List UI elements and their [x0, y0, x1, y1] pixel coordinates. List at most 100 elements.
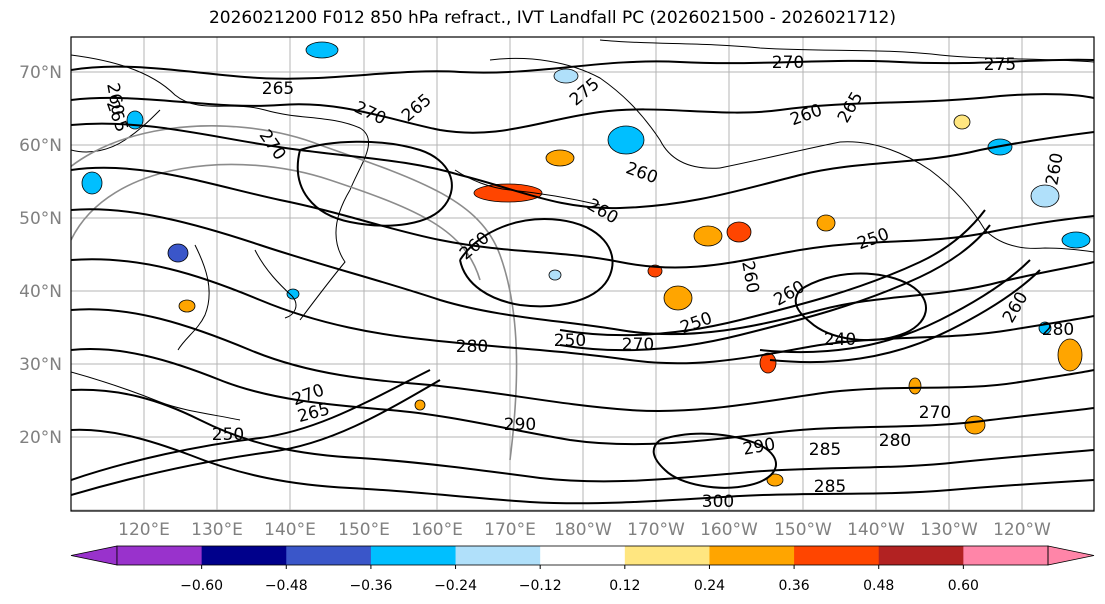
refractivity-blob [548, 269, 562, 281]
colorbar-segment [540, 546, 626, 565]
refractivity-blob [553, 68, 579, 84]
contour-line [296, 140, 453, 227]
refractivity-blob [178, 299, 196, 313]
refractivity-blob [81, 171, 103, 195]
colorbar-frame [116, 545, 1049, 566]
contour-line [71, 348, 1094, 446]
colorbar-tick-label: −0.48 [265, 578, 308, 594]
colorbar-arrow-right [1047, 545, 1095, 566]
contour-line [652, 432, 777, 489]
refractivity-blob [1061, 231, 1091, 249]
lat-label: 70°N [19, 63, 62, 83]
lon-label: 140°E [264, 520, 316, 540]
contour-label: 280 [879, 431, 911, 451]
refractivity-blob [647, 264, 663, 278]
refractivity-blob [545, 149, 575, 167]
lon-label: 170°W [627, 520, 685, 540]
contour-label: 285 [814, 477, 846, 497]
contour-label: 280 [1042, 320, 1074, 340]
refractivity-blob [663, 285, 693, 311]
coastline [177, 244, 210, 351]
lat-label: 60°N [19, 136, 62, 156]
colorbar-tick-label: 0.24 [694, 578, 725, 594]
contour-line [71, 58, 1094, 80]
lon-label: 120°W [993, 520, 1051, 540]
colorbar-tick-label: −0.24 [434, 578, 477, 594]
coastline [984, 229, 1094, 253]
range-ring [71, 125, 518, 461]
colorbar-ticks: −0.60 −0.48 −0.36 −0.24 −0.12 0.12 0.24 0.36 0.4… [180, 565, 979, 594]
contour-label: 300 [702, 492, 734, 512]
refractivity-blob [766, 473, 784, 487]
contour-label: 250 [554, 331, 586, 351]
refractivity-blob [167, 243, 189, 263]
coastline [299, 189, 351, 321]
contour-label: 250 [212, 425, 244, 445]
colorbar-segment [117, 546, 203, 565]
contour-line [71, 308, 1094, 412]
map-title: 2026021200 F012 850 hPa refract., IVT La… [208, 8, 896, 28]
refractivity-blob [816, 214, 836, 232]
refractivity-blob [286, 288, 300, 300]
contour-line [71, 379, 441, 496]
refractivity-shading [81, 41, 1091, 487]
lon-label: 140°W [847, 520, 905, 540]
contour-label: 275 [984, 55, 1016, 75]
colorbar-segment [709, 546, 795, 565]
lon-label: 130°E [191, 520, 243, 540]
colorbar-tick-label: 0.60 [948, 578, 979, 594]
contour-line [759, 259, 1031, 354]
contour-label: 265 [262, 79, 294, 99]
contour-label: 290 [504, 415, 536, 435]
contour-label: 240 [824, 330, 856, 350]
lon-label: 170°E [484, 520, 536, 540]
contour-label: 270 [919, 403, 951, 423]
lon-label: 120°E [118, 520, 170, 540]
contour-line [459, 218, 614, 308]
lon-label: 130°W [920, 520, 978, 540]
refractivity-blob [953, 114, 971, 130]
graticule-grid [71, 37, 1094, 511]
contour-line [71, 428, 1094, 505]
lon-label: 160°W [700, 520, 758, 540]
coastline [254, 249, 297, 319]
contour-line [794, 272, 927, 342]
colorbar-tick-label: 0.12 [609, 578, 640, 594]
colorbar-tick-label: 0.48 [863, 578, 894, 594]
range-ring [71, 163, 481, 281]
contour-label: 280 [456, 337, 488, 357]
contour-line [71, 122, 1094, 210]
lon-label: 150°E [338, 520, 390, 540]
contour-line [71, 388, 1094, 483]
colorbar-tick-label: −0.12 [519, 578, 562, 594]
refractivity-blob [693, 225, 723, 247]
lon-label: 160°E [411, 520, 463, 540]
lat-label: 20°N [19, 428, 62, 448]
coastline [71, 54, 370, 191]
coastline [71, 109, 161, 153]
colorbar-segment [963, 546, 1049, 565]
refractivity-blob [1030, 184, 1060, 208]
colorbar-segment [370, 546, 457, 565]
coastline [599, 39, 1094, 63]
colorbar-segment [201, 546, 287, 565]
refractivity-blob [964, 415, 986, 435]
refractivity-blob [908, 377, 922, 395]
coastline [719, 141, 986, 231]
coastline [489, 57, 721, 169]
refractivity-blob [607, 125, 645, 155]
latitude-axis: 70°N 60°N 50°N 40°N 30°N 20°N [19, 63, 62, 448]
contour-line [71, 258, 1094, 365]
refractivity-blob [759, 352, 777, 374]
lat-label: 50°N [19, 209, 62, 229]
refractivity-blob [305, 41, 339, 59]
colorbar-segment [878, 546, 964, 565]
contour-line [71, 208, 1094, 336]
refractivity-blob [1057, 338, 1083, 372]
plot-frame [70, 36, 1095, 512]
lon-label: 150°W [774, 520, 832, 540]
contour-label: 270 [772, 53, 804, 73]
refractivity-blob [473, 183, 543, 203]
